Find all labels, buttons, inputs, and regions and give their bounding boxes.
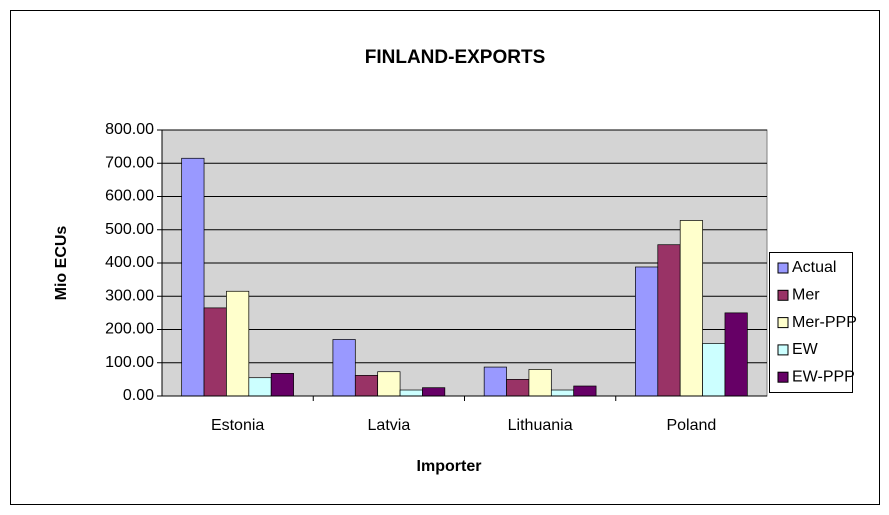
- bar: [657, 244, 681, 397]
- bar: [702, 343, 726, 397]
- bar: [528, 369, 552, 397]
- bar: [181, 157, 205, 397]
- y-tick-label: 600.00: [105, 188, 154, 205]
- x-axis-label: Importer: [417, 458, 482, 475]
- legend-label: EW: [792, 341, 819, 358]
- bar: [422, 387, 446, 397]
- legend-swatch: [777, 344, 789, 356]
- bar: [679, 220, 703, 397]
- legend-label: Mer-PPP: [792, 314, 857, 331]
- bar: [270, 373, 294, 397]
- y-tick-label: 100.00: [105, 354, 154, 371]
- x-tick-label: Latvia: [368, 417, 411, 434]
- bar: [248, 377, 272, 397]
- bar: [226, 290, 250, 397]
- legend-swatch: [777, 371, 789, 383]
- y-tick-label: 400.00: [105, 254, 154, 271]
- bar: [550, 389, 575, 397]
- bar: [635, 266, 659, 397]
- y-tick-label: 800.00: [105, 121, 154, 138]
- y-tick-label: 0.00: [123, 387, 154, 404]
- legend-swatch: [777, 289, 789, 301]
- legend-label: Mer: [792, 287, 820, 304]
- legend-swatch: [777, 317, 789, 329]
- legend-swatch: [777, 262, 789, 274]
- y-axis-label: Mio ECUs: [53, 226, 70, 301]
- bar: [354, 375, 379, 397]
- y-tick-label: 500.00: [105, 221, 154, 238]
- bar: [483, 366, 507, 397]
- y-tick-label: 300.00: [105, 287, 154, 304]
- bar: [506, 379, 530, 397]
- bar: [724, 312, 748, 397]
- x-tick-label: Lithuania: [508, 417, 573, 434]
- bar: [573, 385, 597, 397]
- y-tick-label: 700.00: [105, 154, 154, 171]
- x-tick-label: Estonia: [211, 417, 264, 434]
- bar: [332, 339, 356, 397]
- x-tick-label: Poland: [666, 417, 716, 434]
- legend-label: EW-PPP: [792, 368, 855, 385]
- y-tick-label: 200.00: [105, 321, 154, 338]
- bar: [399, 389, 423, 397]
- legend-label: Actual: [792, 259, 836, 276]
- bar: [377, 371, 401, 397]
- bar: [203, 307, 227, 397]
- chart-title: FINLAND-EXPORTS: [365, 47, 546, 68]
